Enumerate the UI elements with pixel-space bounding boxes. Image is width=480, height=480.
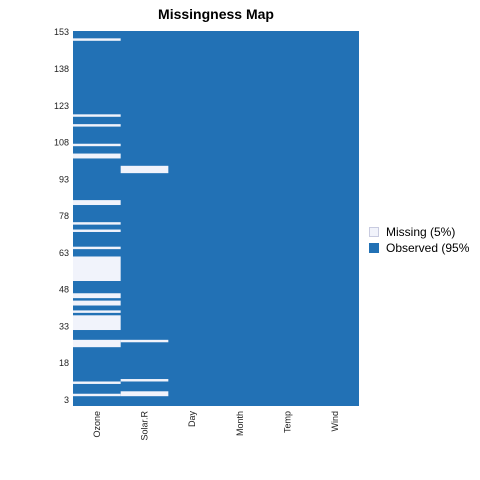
y-tick-label-48: 48 — [59, 285, 69, 295]
y-tick-label-108: 108 — [54, 138, 69, 148]
legend: Missing (5%) Observed (95% — [369, 224, 469, 256]
x-tick-label-day: Day — [187, 411, 197, 428]
legend-item-missing: Missing (5%) — [369, 224, 469, 240]
legend-swatch-missing — [369, 227, 379, 237]
y-tick-label-78: 78 — [59, 211, 69, 221]
missing-cell-ozone-42 — [73, 300, 121, 306]
legend-label-missing: Missing (5%) — [386, 225, 456, 239]
missing-cell-ozone-115 — [73, 124, 121, 127]
missing-cell-ozone-32 — [73, 315, 121, 331]
x-tick-label-month: Month — [235, 411, 245, 436]
y-tick-label-138: 138 — [54, 64, 69, 74]
y-tick-label-33: 33 — [59, 321, 69, 331]
x-tick-label-ozone: Ozone — [92, 411, 102, 438]
legend-item-observed: Observed (95% — [369, 240, 469, 256]
missing-cell-solar-r-11 — [120, 379, 169, 382]
missing-cell-ozone-45 — [73, 293, 121, 299]
missing-cell-solar-r-5 — [120, 391, 169, 397]
x-tick-label-solar-r: Solar.R — [140, 411, 150, 441]
y-tick-label-123: 123 — [54, 101, 69, 111]
missing-cell-ozone-39 — [73, 310, 121, 313]
observed-area — [73, 31, 359, 406]
x-tick-label-wind: Wind — [330, 411, 340, 432]
missing-cell-ozone-25 — [73, 339, 121, 348]
missing-cell-ozone-107 — [73, 143, 121, 147]
missing-cell-ozone-5 — [73, 393, 121, 397]
chart-title: Missingness Map — [158, 6, 274, 22]
y-tick-label-153: 153 — [54, 27, 69, 37]
missing-cell-ozone-83 — [73, 200, 121, 206]
missing-cell-ozone-72 — [73, 229, 121, 232]
missing-cell-solar-r-27 — [120, 339, 169, 343]
legend-swatch-observed — [369, 243, 379, 253]
missing-cell-ozone-52 — [73, 256, 121, 281]
missing-cell-ozone-75 — [73, 222, 121, 225]
x-tick-label-temp: Temp — [283, 411, 293, 433]
missing-cell-ozone-150 — [73, 38, 121, 41]
missing-cell-solar-r-96 — [120, 165, 169, 174]
y-tick-label-93: 93 — [59, 174, 69, 184]
missing-cell-ozone-10 — [73, 381, 121, 384]
missing-cell-ozone-65 — [73, 246, 121, 250]
missing-cell-ozone-102 — [73, 153, 121, 159]
y-tick-label-18: 18 — [59, 358, 69, 368]
y-tick-label-63: 63 — [59, 248, 69, 258]
missing-cell-ozone-119 — [73, 114, 121, 117]
y-tick-label-3: 3 — [64, 395, 69, 405]
legend-label-observed: Observed (95% — [386, 241, 470, 255]
